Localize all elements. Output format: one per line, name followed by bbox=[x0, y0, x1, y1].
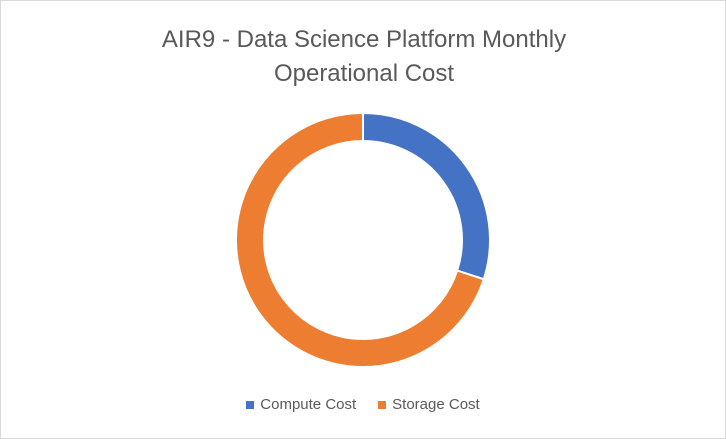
legend-label: Compute Cost bbox=[260, 396, 357, 413]
doughnut-segment bbox=[362, 111, 491, 281]
legend-label: Storage Cost bbox=[392, 396, 480, 413]
doughnut-segment bbox=[235, 111, 486, 368]
chart-title: AIR9 - Data Science Platform Monthly Ope… bbox=[161, 26, 567, 87]
legend-item: Compute Cost bbox=[246, 396, 356, 413]
legend-swatch bbox=[246, 400, 255, 409]
legend-item: Storage Cost bbox=[378, 396, 480, 413]
legend: Compute Cost Storage Cost bbox=[0, 396, 726, 413]
legend-swatch bbox=[378, 400, 387, 409]
